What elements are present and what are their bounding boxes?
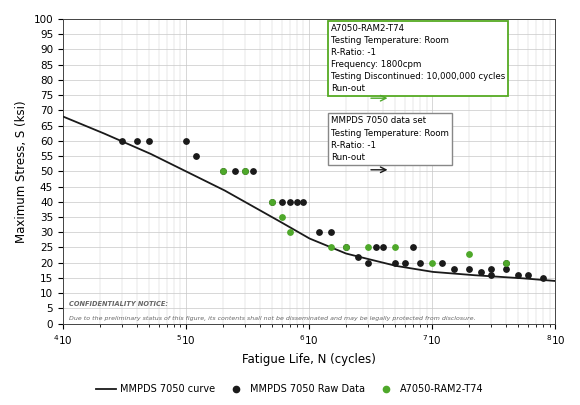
Point: [437, 260, 447, 266]
Point: [390, 244, 400, 251]
Point: [371, 244, 380, 251]
Point: [144, 138, 154, 144]
Point: [408, 244, 418, 251]
Point: [285, 198, 295, 205]
Point: [502, 260, 511, 266]
Y-axis label: Maximum Stress, S (ksi): Maximum Stress, S (ksi): [15, 100, 28, 243]
Point: [342, 244, 351, 251]
Point: [240, 168, 249, 175]
Point: [267, 198, 277, 205]
X-axis label: Fatigue Life, N (cycles): Fatigue Life, N (cycles): [242, 353, 376, 366]
Point: [353, 254, 362, 260]
Point: [219, 168, 228, 175]
Point: [191, 153, 200, 159]
Point: [248, 168, 258, 175]
Point: [240, 168, 249, 175]
Point: [314, 229, 324, 235]
Point: [299, 198, 308, 205]
Legend: MMPDS 7050 curve, MMPDS 7050 Raw Data, A7050-RAM2-T74: MMPDS 7050 curve, MMPDS 7050 Raw Data, A…: [93, 380, 487, 398]
Point: [513, 272, 523, 278]
Point: [486, 266, 495, 272]
Point: [465, 266, 474, 272]
Point: [416, 260, 425, 266]
Point: [292, 198, 302, 205]
Point: [379, 244, 388, 251]
Point: [230, 168, 240, 175]
Point: [502, 266, 511, 272]
Text: A7050-RAM2-T74
Testing Temperature: Room
R-Ratio: -1
Frequency: 1800cpm
Testing : A7050-RAM2-T74 Testing Temperature: Room…: [331, 23, 506, 93]
Point: [219, 168, 228, 175]
Point: [285, 229, 295, 235]
Point: [427, 260, 437, 266]
Point: [363, 244, 372, 251]
Point: [277, 214, 287, 220]
Point: [182, 138, 191, 144]
Point: [132, 138, 142, 144]
Text: MMPDS 7050 data set
Testing Temperature: Room
R-Ratio: -1
Run-out: MMPDS 7050 data set Testing Temperature:…: [331, 117, 449, 162]
Point: [502, 260, 511, 266]
Point: [477, 269, 486, 275]
Point: [326, 229, 335, 235]
Point: [486, 272, 495, 278]
Text: CONFIDENTIALITY NOTICE:: CONFIDENTIALITY NOTICE:: [69, 301, 168, 307]
Point: [117, 138, 126, 144]
Point: [539, 275, 548, 281]
Point: [390, 260, 400, 266]
Point: [342, 244, 351, 251]
Point: [326, 244, 335, 251]
Point: [449, 266, 458, 272]
Point: [363, 260, 372, 266]
Point: [267, 198, 277, 205]
Point: [523, 272, 532, 278]
Point: [277, 198, 287, 205]
Text: Due to the preliminary status of this figure, its contents shall not be dissemin: Due to the preliminary status of this fi…: [69, 315, 476, 321]
Point: [400, 260, 409, 266]
Point: [465, 250, 474, 257]
